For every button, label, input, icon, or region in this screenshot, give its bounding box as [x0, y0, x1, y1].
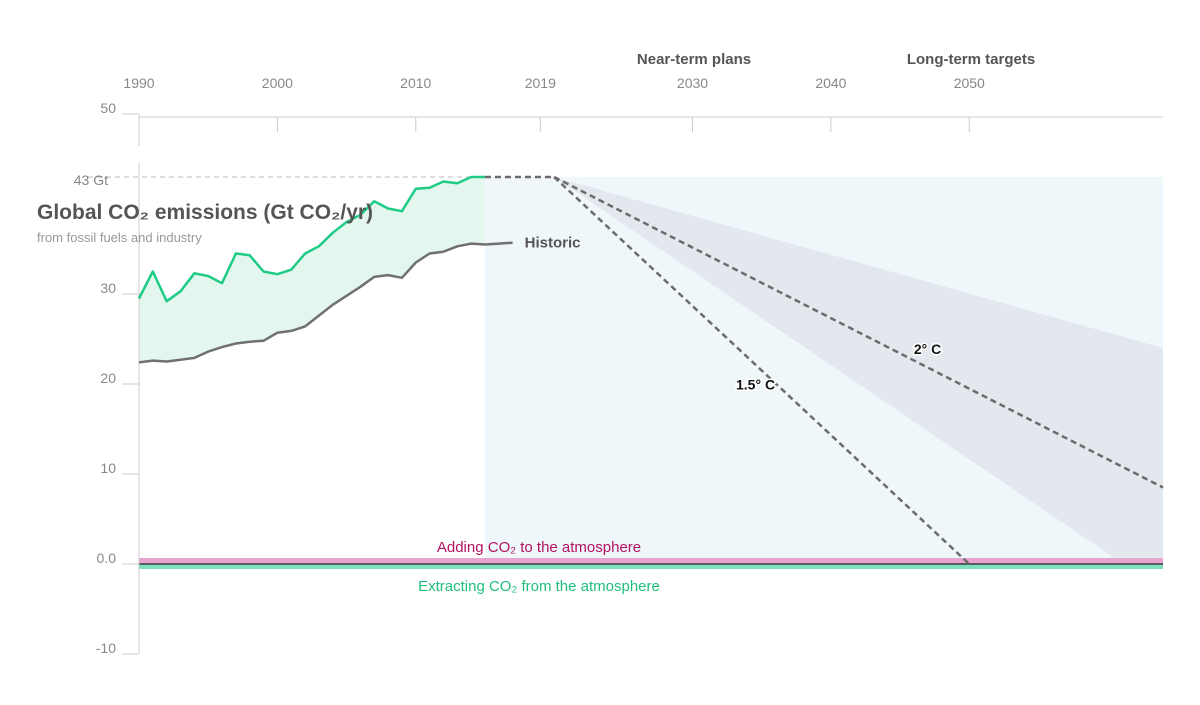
- y-tick-label: 30: [100, 280, 116, 296]
- phase-near-term: Near-term plans: [637, 51, 751, 68]
- x-tick-label: 1990: [123, 75, 154, 91]
- x-tick-label: 2000: [262, 75, 293, 91]
- scenario-line-2c: [553, 175, 1164, 489]
- peak-label: 43 Gt: [74, 172, 108, 188]
- x-tick-label: 2050: [954, 75, 985, 91]
- extracting-band: [139, 564, 1163, 569]
- historic-series-line: [138, 241, 513, 364]
- historic-gap-area: [139, 177, 485, 363]
- x-tick-label: 2010: [400, 75, 431, 91]
- historic-label: Historic: [525, 235, 581, 252]
- y-tick-label: 0.0: [97, 550, 117, 566]
- y-tick-label: 20: [100, 370, 116, 386]
- phase-long-term: Long-term targets: [907, 51, 1035, 68]
- chart-subtitle: from fossil fuels and industry: [37, 230, 202, 245]
- x-tick-label: 2019: [525, 75, 556, 91]
- extracting-band-label: Extracting CO₂ from the atmosphere: [418, 578, 660, 595]
- chart-background-layer: [139, 177, 1164, 569]
- scenario-label-1-5c: 1.5° C: [736, 376, 775, 392]
- chart-series-layer: [137, 175, 1164, 565]
- upper-series-line: [137, 175, 485, 303]
- x-tick-label: 2040: [815, 75, 846, 91]
- y-tick-label: 10: [100, 460, 116, 476]
- adding-band: [139, 558, 1163, 564]
- y-tick-label: 50: [100, 100, 116, 116]
- chart-title: Global CO₂ emissions (Gt CO₂/yr): [37, 201, 373, 224]
- scenario-line-1-5c: [553, 176, 971, 565]
- y-tick-label: -10: [96, 640, 116, 656]
- scenario-band-1-5c: [554, 177, 1163, 564]
- scenario-band-2c: [554, 177, 1163, 519]
- scenario-label-2c: 2° C: [914, 341, 941, 357]
- adding-band-label: Adding CO₂ to the atmosphere: [437, 539, 641, 556]
- chart-labels-layer: Historic 1.5° C 2° C: [525, 235, 943, 394]
- x-tick-label: 2030: [677, 75, 708, 91]
